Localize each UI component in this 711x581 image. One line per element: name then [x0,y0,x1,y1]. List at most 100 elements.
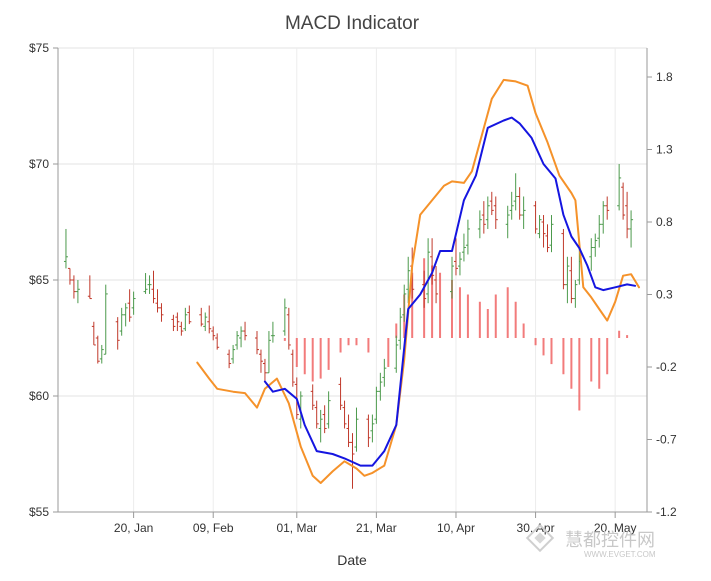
ohlc-bar [509,191,514,220]
y-right-tick-label: 1.3 [656,143,673,157]
ohlc-bar [127,289,132,322]
ohlc-bar [326,391,331,429]
ohlc-bar [115,317,120,350]
ohlc-bar [67,267,72,285]
x-tick-label: 01, Mar [276,521,317,535]
ohlc-bar [493,196,498,229]
histogram-bar [598,338,601,389]
y-left-tick-label: $55 [29,505,49,519]
ohlc-bar [179,321,184,336]
ohlc-bar [71,275,76,299]
ohlc-bar [481,201,486,234]
x-axis-title: Date [337,552,367,568]
ohlc-bar [406,256,411,304]
ohlc-bar [91,321,96,346]
chart-title: MACD Indicator [285,13,420,34]
ohlc-bar [382,358,387,387]
histogram-bar [578,338,581,411]
ohlc-bar [629,210,634,248]
ohlc-bar [187,305,192,325]
x-tick-label: 10, Apr [437,521,475,535]
axes [53,47,652,518]
ohlc-bar [282,298,287,336]
ohlc-bar [573,280,578,308]
ohlc-bar [310,384,315,410]
ohlc-bar [521,196,526,229]
ohlc-bar [549,215,554,253]
indicator-lines [196,78,640,484]
x-tick-label: 20, May [594,521,637,535]
ohlc-bar [199,307,204,327]
ohlc-bar [517,187,522,220]
ohlc-bar [374,386,379,424]
ohlc-bar [449,256,454,299]
ohlc-bar [254,331,259,355]
histogram-bar [395,323,398,338]
histogram-bar [478,301,481,338]
ohlc-bar [262,358,267,383]
histogram-bar [283,338,286,341]
histogram-bar [450,280,453,338]
histogram-bar [303,338,306,375]
y-right-tick-label: 1.8 [656,70,673,84]
y-left-tick-label: $75 [29,41,49,55]
histogram-bar [542,338,545,356]
ohlc-bar [370,414,375,443]
y-right-tick-label: -0.7 [656,433,677,447]
ohlc-bar [207,305,212,334]
ohlc-bar [533,201,538,234]
ohlc-bar [545,224,550,253]
ohlc-bar [171,314,176,332]
ohlc-bar [322,405,327,434]
ohlc-bar [402,284,407,322]
ohlc-bar [346,414,351,448]
ohlc-bar [155,289,160,313]
ohlc-bar [426,238,431,304]
ohlc-bar [290,349,295,387]
ohlc-bar [63,228,68,269]
tick-labels: $55 $60 $65 $70 $75 -1.2 -0.7 -0.2 0.3 0.8 1.3 1.8 2… [29,41,677,535]
histogram-bar [590,338,593,382]
ohlc-bar [457,252,462,276]
ohlc-bar [103,284,108,355]
histogram-bar [431,265,434,338]
ohlc-bar [394,335,399,373]
histogram-bar [514,301,517,338]
histogram-bar [562,338,565,375]
histogram-bar [311,338,314,382]
histogram-bar [570,338,573,389]
gridlines [58,47,647,513]
y-right-tick-label: -1.2 [656,505,677,519]
ohlc-bar [430,238,435,285]
ohlc-bar [589,238,594,271]
ohlc-bar [625,191,630,239]
ohlc-bar [131,291,136,315]
ohlc-bar [453,238,458,276]
ohlc-bar [266,331,271,374]
histogram-bar [466,294,469,338]
ohlc-bar [159,303,164,322]
y-left-tick-label: $70 [29,157,49,171]
ohlc-bar [513,173,518,211]
histogram-bar [439,272,442,338]
y-left-tick-label: $65 [29,273,49,287]
histogram-bar [486,309,489,338]
ohlc-bar [489,191,494,216]
ohlc-bar [565,256,570,304]
y-left-tick-label: $60 [29,389,49,403]
histogram-bar [534,338,537,346]
histogram-bar [327,338,330,370]
ohlc-bar [537,215,542,239]
histogram-bar [606,338,609,375]
histogram-bar [626,335,629,338]
ohlc-bar [227,349,232,369]
ohlc-bar [621,182,626,220]
histogram-bar [494,294,497,338]
ohlc-bar [601,201,606,234]
ohlc-bar [338,377,343,410]
ohlc-bar [378,372,383,401]
ohlc-bar [75,280,80,304]
ohlc-bar [286,307,291,350]
histogram-bar [339,338,342,353]
ohlc-bar [87,275,92,300]
